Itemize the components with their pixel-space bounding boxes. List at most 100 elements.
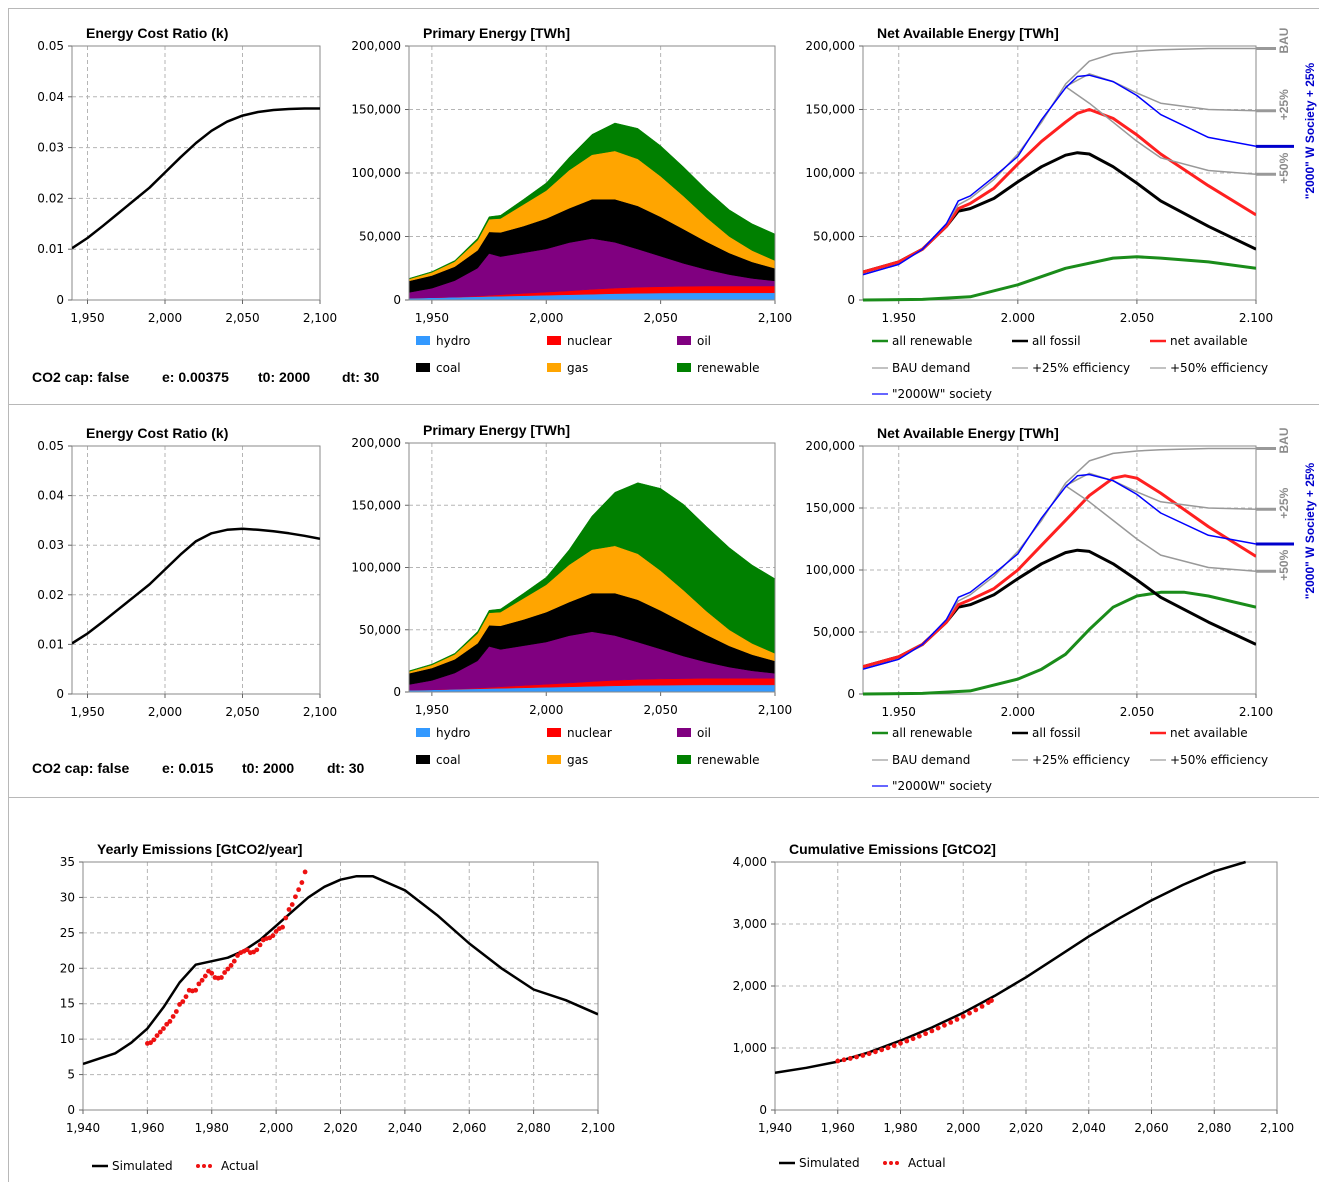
actual-point bbox=[154, 1033, 160, 1038]
actual-point bbox=[228, 963, 234, 968]
actual-point bbox=[916, 1033, 922, 1039]
actual-point bbox=[910, 1036, 916, 1042]
legend-label: oil bbox=[697, 334, 711, 348]
legend-swatch bbox=[416, 755, 430, 764]
chart-title: Energy Cost Ratio (k) bbox=[86, 425, 228, 441]
legend-item-renewable: renewable bbox=[677, 361, 760, 375]
panel-2-dt: dt: 30 bbox=[327, 760, 365, 776]
y-tick-label: 50,000 bbox=[359, 623, 401, 637]
y-tick-label: 200,000 bbox=[805, 39, 855, 53]
y-tick-label: 200,000 bbox=[351, 436, 401, 450]
society-label: "2000" W Society + 25% bbox=[1303, 62, 1317, 199]
plot-frame bbox=[71, 445, 321, 695]
x-tick-label: 2,000 bbox=[259, 1121, 293, 1135]
chart-title: Net Available Energy [TWh] bbox=[877, 25, 1059, 41]
x-tick-label: 2,050 bbox=[225, 311, 259, 325]
actual-point bbox=[923, 1031, 928, 1037]
legend-item-oil: oil bbox=[677, 334, 711, 348]
actual-point bbox=[173, 1009, 179, 1014]
legend-item-nuclear: nuclear bbox=[547, 334, 612, 348]
panel-1-dt: dt: 30 bbox=[342, 369, 380, 385]
actual-point bbox=[167, 1019, 173, 1024]
chart-ce: 1,940 1,960 1,980 2,000 2,020 2,040 2,060 2,080… bbox=[733, 841, 1295, 1135]
actual-point bbox=[885, 1045, 891, 1051]
actual-point bbox=[935, 1025, 941, 1031]
y-tick-label: 0 bbox=[759, 1103, 767, 1117]
actual-point bbox=[222, 970, 228, 975]
legend-item-coal: coal bbox=[416, 361, 461, 375]
actual-point bbox=[879, 1047, 885, 1053]
x-tick-label: 2.050 bbox=[1120, 705, 1154, 719]
legend-swatch bbox=[416, 728, 430, 737]
legend-label: gas bbox=[567, 361, 588, 375]
series-line-2000w-society bbox=[863, 473, 1256, 670]
y-tick-label: 0 bbox=[56, 293, 64, 307]
legend-dot bbox=[895, 1161, 899, 1165]
y-tick-label: 35 bbox=[60, 855, 75, 869]
chart-title: Energy Cost Ratio (k) bbox=[86, 25, 228, 41]
chart-ye: 1,940 1,960 1,980 2,000 2,020 2,040 2,060 2,080… bbox=[60, 841, 615, 1135]
legend-item-1: all fossil bbox=[1012, 334, 1081, 348]
actual-point bbox=[209, 970, 215, 976]
actual-point bbox=[283, 915, 289, 921]
y-tick-label: 0.05 bbox=[37, 39, 64, 53]
panel-1-t0: t0: 2000 bbox=[258, 369, 311, 385]
legend-label: net available bbox=[1170, 726, 1248, 740]
x-tick-label: 2,100 bbox=[581, 1121, 615, 1135]
y-tick-label: 0 bbox=[847, 687, 855, 701]
legend-item-2: net available bbox=[1150, 726, 1248, 740]
legend-item-0: all renewable bbox=[872, 726, 972, 740]
y-tick-label: 50,000 bbox=[359, 230, 401, 244]
actual-point bbox=[199, 977, 205, 983]
plus25-label: +25% bbox=[1277, 487, 1291, 518]
y-tick-label: 100,000 bbox=[351, 166, 401, 180]
x-tick-label: 2.100 bbox=[1239, 311, 1273, 325]
chart-title: Primary Energy [TWh] bbox=[423, 422, 570, 438]
legend-swatch bbox=[416, 336, 430, 345]
legend-label: Simulated bbox=[799, 1156, 860, 1170]
legend-label: Actual bbox=[908, 1156, 946, 1170]
series-group bbox=[83, 869, 598, 1066]
legend-swatch bbox=[677, 363, 691, 372]
actual-point bbox=[948, 1019, 954, 1025]
separator-bottom bbox=[8, 797, 1319, 798]
actual-point bbox=[196, 981, 202, 987]
legend-label: hydro bbox=[436, 334, 470, 348]
actual-point bbox=[296, 887, 302, 893]
y-tick-label: 0.02 bbox=[37, 588, 64, 602]
society-label: "2000" W Society + 25% bbox=[1303, 462, 1317, 599]
y-tick-label: 150,000 bbox=[805, 501, 855, 515]
actual-point bbox=[170, 1014, 176, 1019]
plus25-label: +25% bbox=[1277, 89, 1291, 120]
legend-item-hydro: hydro bbox=[416, 726, 470, 740]
x-tick-label: 2,060 bbox=[452, 1121, 486, 1135]
separator-middle bbox=[8, 404, 1319, 405]
x-tick-label: 2,100 bbox=[758, 311, 792, 325]
y-tick-label: 100,000 bbox=[805, 563, 855, 577]
y-tick-label: 15 bbox=[60, 997, 75, 1011]
series-line-net-available bbox=[863, 108, 1256, 274]
actual-point bbox=[161, 1026, 166, 1031]
actual-point bbox=[898, 1040, 903, 1046]
legend-dot bbox=[883, 1161, 887, 1165]
y-tick-label: 50,000 bbox=[813, 625, 855, 639]
legend-ce-actual: Actual bbox=[883, 1156, 946, 1170]
y-tick-label: 1,000 bbox=[733, 1041, 767, 1055]
y-tick-label: 200,000 bbox=[805, 439, 855, 453]
y-tick-label: 150,000 bbox=[805, 103, 855, 117]
legend-swatch bbox=[547, 755, 561, 764]
y-tick-label: 5 bbox=[67, 1068, 75, 1082]
plot-frame-top bbox=[408, 45, 776, 301]
legend-swatch bbox=[677, 755, 691, 764]
legend-item-nuclear: nuclear bbox=[547, 726, 612, 740]
series-line-simulated bbox=[775, 860, 1246, 1075]
y-tick-label: 20 bbox=[60, 961, 75, 975]
legend-label: coal bbox=[436, 753, 461, 767]
y-tick-label: 0 bbox=[393, 685, 401, 699]
series-line-50-efficiency bbox=[1065, 485, 1256, 572]
actual-point bbox=[257, 942, 263, 948]
legend-label: BAU demand bbox=[892, 361, 970, 375]
legend-item-2: net available bbox=[1150, 334, 1248, 348]
x-tick-label: 2,020 bbox=[323, 1121, 357, 1135]
series-line-all-renewable bbox=[863, 590, 1256, 696]
